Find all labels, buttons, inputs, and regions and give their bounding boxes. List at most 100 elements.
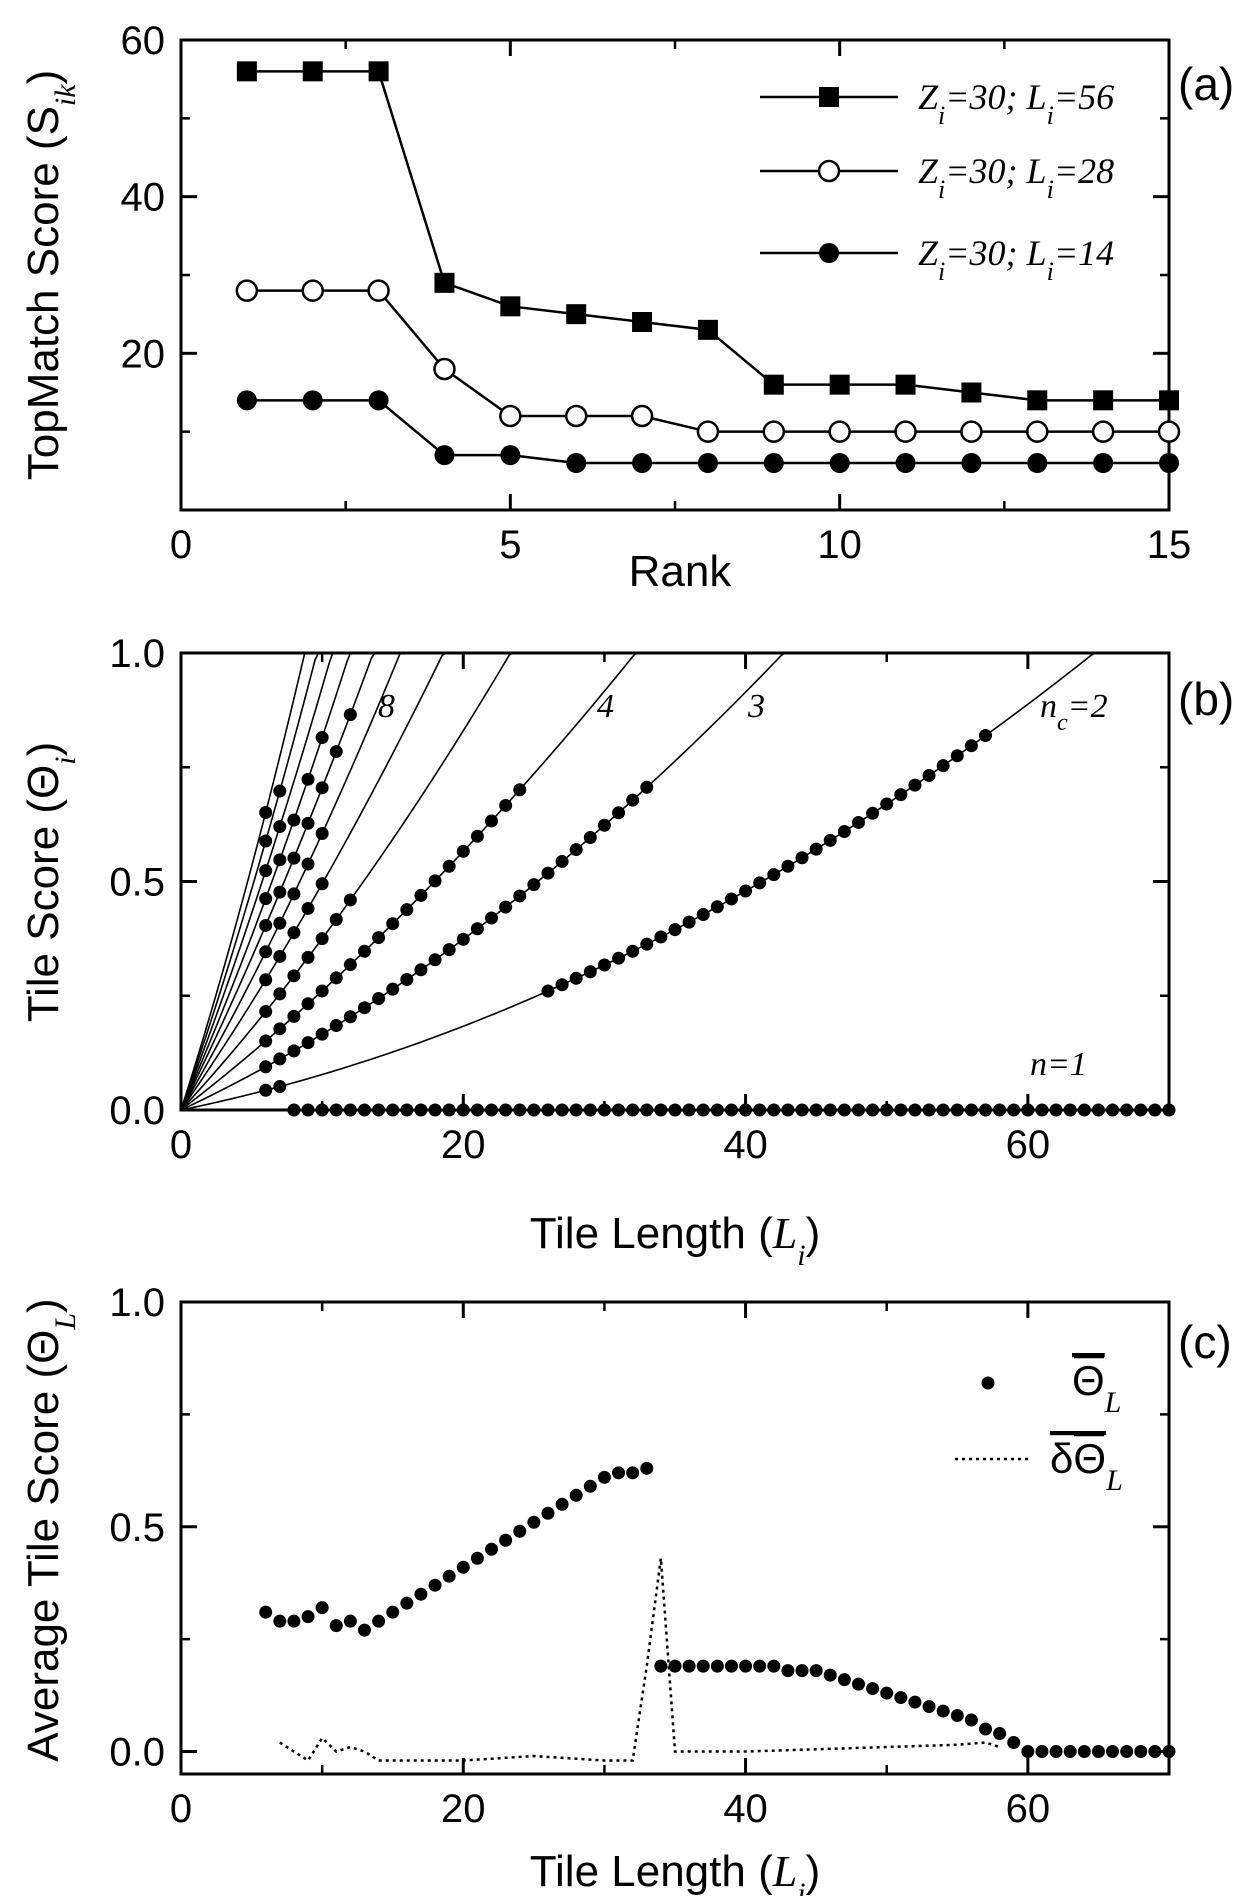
- data-point-square: [819, 87, 839, 107]
- data-point-circle: [697, 453, 718, 473]
- tile-score-point: [1134, 1103, 1148, 1117]
- data-point-circle: [500, 445, 521, 466]
- tile-score-point: [541, 866, 555, 880]
- y-tick-label: 0.5: [109, 1506, 165, 1550]
- panel-c-label: (c): [1178, 1316, 1232, 1368]
- tile-score-point: [386, 1103, 400, 1117]
- avg-tile-score-point: [851, 1677, 865, 1691]
- data-point-square: [500, 296, 521, 317]
- avg-tile-score-point: [287, 1614, 301, 1628]
- tile-score-point: [612, 806, 626, 820]
- data-point-open-circle: [1026, 420, 1049, 443]
- tile-score-point: [273, 820, 287, 834]
- tile-score-point: [470, 1103, 484, 1117]
- tile-score-point: [287, 1044, 301, 1058]
- data-point-circle: [434, 445, 455, 466]
- avg-tile-score-point: [1134, 1745, 1148, 1759]
- tile-score-point: [781, 1103, 795, 1117]
- tile-score-point: [372, 931, 386, 945]
- tile-score-point: [640, 1103, 654, 1117]
- tile-score-point: [414, 1103, 428, 1117]
- tile-score-point: [273, 1052, 287, 1066]
- data-point-circle: [1159, 453, 1179, 473]
- tile-score-point: [908, 1103, 922, 1117]
- tile-score-point: [259, 1034, 273, 1048]
- y-tick-label: 1.0: [109, 1281, 165, 1325]
- tile-score-point: [499, 798, 513, 812]
- avg-tile-score-point: [668, 1659, 682, 1673]
- panel-c-xlabel: Tile Length (Li): [530, 1847, 820, 1896]
- tile-score-point: [993, 1103, 1007, 1117]
- tile-score-point: [569, 1103, 583, 1117]
- panel-a-series: [235, 61, 1181, 473]
- tile-score-point: [597, 818, 611, 832]
- panel-a-ylabel: TopMatch Score (Sik): [19, 70, 82, 480]
- x-tick-label: 20: [441, 1787, 486, 1831]
- avg-tile-score-point: [456, 1560, 470, 1574]
- tile-score-point: [329, 912, 343, 926]
- data-point-square: [829, 374, 850, 395]
- series-line-1: [246, 289, 1169, 433]
- avg-tile-score-point: [470, 1551, 484, 1565]
- data-point-square: [697, 319, 718, 340]
- tile-score-point: [329, 971, 343, 985]
- data-point-open-circle: [1157, 420, 1181, 443]
- data-point-square: [763, 374, 784, 395]
- avg-tile-score-point: [880, 1686, 894, 1700]
- tile-score-point: [555, 854, 569, 868]
- tile-score-point: [851, 1103, 865, 1117]
- data-point-open-circle: [696, 420, 720, 443]
- tile-score-point: [964, 739, 978, 753]
- tile-score-point: [456, 932, 470, 946]
- tile-score-point: [442, 1103, 456, 1117]
- avg-tile-score-point: [1049, 1745, 1063, 1759]
- tile-score-point: [301, 997, 315, 1011]
- avg-tile-score-point: [894, 1691, 908, 1705]
- panel-b-frame: [179, 651, 1171, 1112]
- tile-score-point: [541, 1103, 555, 1117]
- avg-tile-score-point: [724, 1659, 738, 1673]
- y-tick-label: 20: [121, 332, 166, 376]
- avg-tile-score-point: [993, 1727, 1007, 1741]
- panel-a-ticks: 0 5 10 15 20 40 60: [121, 19, 1192, 567]
- avg-tile-score-point: [1007, 1736, 1021, 1750]
- tile-score-point: [273, 987, 287, 1001]
- tile-score-point: [837, 824, 851, 838]
- data-point-open-circle: [630, 404, 654, 428]
- tile-score-point: [894, 788, 908, 802]
- tile-score-point: [626, 1103, 640, 1117]
- tile-score-point: [315, 781, 329, 795]
- tile-score-point: [287, 813, 301, 827]
- tile-score-point: [1007, 1103, 1021, 1117]
- avg-tile-score-point: [809, 1664, 823, 1678]
- tile-score-point: [259, 892, 273, 906]
- data-point-square: [895, 374, 916, 395]
- tile-score-point: [823, 1103, 837, 1117]
- data-point-circle: [1027, 453, 1048, 473]
- tile-score-point: [456, 844, 470, 858]
- tile-score-point: [795, 1103, 809, 1117]
- tile-score-point: [555, 1103, 569, 1117]
- data-point-square: [434, 272, 455, 293]
- x-tick-label: 0: [170, 1787, 192, 1831]
- tile-score-point: [950, 749, 964, 763]
- tile-score-point: [767, 1103, 781, 1117]
- data-point-circle: [961, 453, 982, 473]
- tile-score-point: [555, 978, 569, 992]
- panel-c-frame: [179, 1300, 1171, 1776]
- tile-score-point: [301, 816, 315, 830]
- tile-score-point: [612, 951, 626, 965]
- tile-score-point: [301, 901, 315, 915]
- avg-tile-score-point: [343, 1614, 357, 1628]
- tile-score-point: [357, 1001, 371, 1015]
- tile-score-point: [880, 797, 894, 811]
- avg-tile-score-point: [414, 1587, 428, 1601]
- tile-score-point: [894, 1103, 908, 1117]
- avg-tile-score-point: [485, 1542, 499, 1556]
- avg-tile-score-point: [273, 1614, 287, 1628]
- curve-nc-10: [180, 652, 334, 1111]
- tile-score-point: [809, 1103, 823, 1117]
- legend-label: ΘL: [1072, 1357, 1121, 1419]
- tile-score-point: [696, 908, 710, 922]
